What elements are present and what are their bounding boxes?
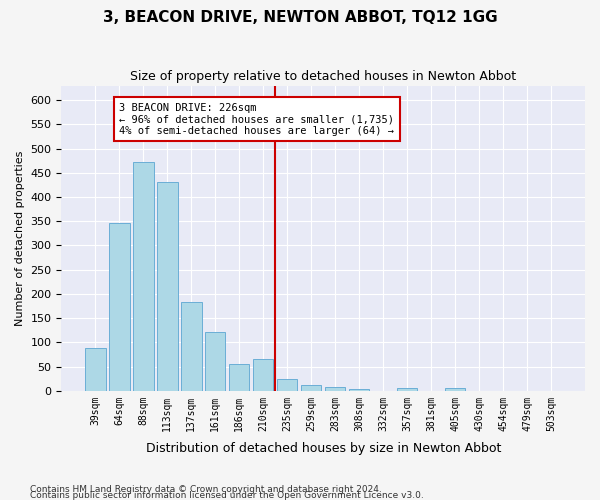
Text: Contains public sector information licensed under the Open Government Licence v3: Contains public sector information licen… — [30, 492, 424, 500]
Bar — [229, 364, 250, 391]
Bar — [253, 360, 274, 391]
Bar — [109, 222, 130, 391]
Text: 3, BEACON DRIVE, NEWTON ABBOT, TQ12 1GG: 3, BEACON DRIVE, NEWTON ABBOT, TQ12 1GG — [103, 10, 497, 25]
Text: 3 BEACON DRIVE: 226sqm
← 96% of detached houses are smaller (1,735)
4% of semi-d: 3 BEACON DRIVE: 226sqm ← 96% of detached… — [119, 102, 394, 136]
Bar — [325, 387, 346, 391]
Bar — [445, 388, 465, 391]
Text: Contains HM Land Registry data © Crown copyright and database right 2024.: Contains HM Land Registry data © Crown c… — [30, 486, 382, 494]
Bar — [349, 390, 370, 391]
Bar — [157, 182, 178, 391]
Bar — [181, 302, 202, 391]
Bar — [133, 162, 154, 391]
Bar — [301, 385, 322, 391]
Bar — [277, 378, 298, 391]
Bar — [205, 332, 226, 391]
X-axis label: Distribution of detached houses by size in Newton Abbot: Distribution of detached houses by size … — [146, 442, 501, 455]
Bar — [85, 348, 106, 391]
Title: Size of property relative to detached houses in Newton Abbot: Size of property relative to detached ho… — [130, 70, 516, 83]
Bar — [397, 388, 418, 391]
Y-axis label: Number of detached properties: Number of detached properties — [15, 150, 25, 326]
